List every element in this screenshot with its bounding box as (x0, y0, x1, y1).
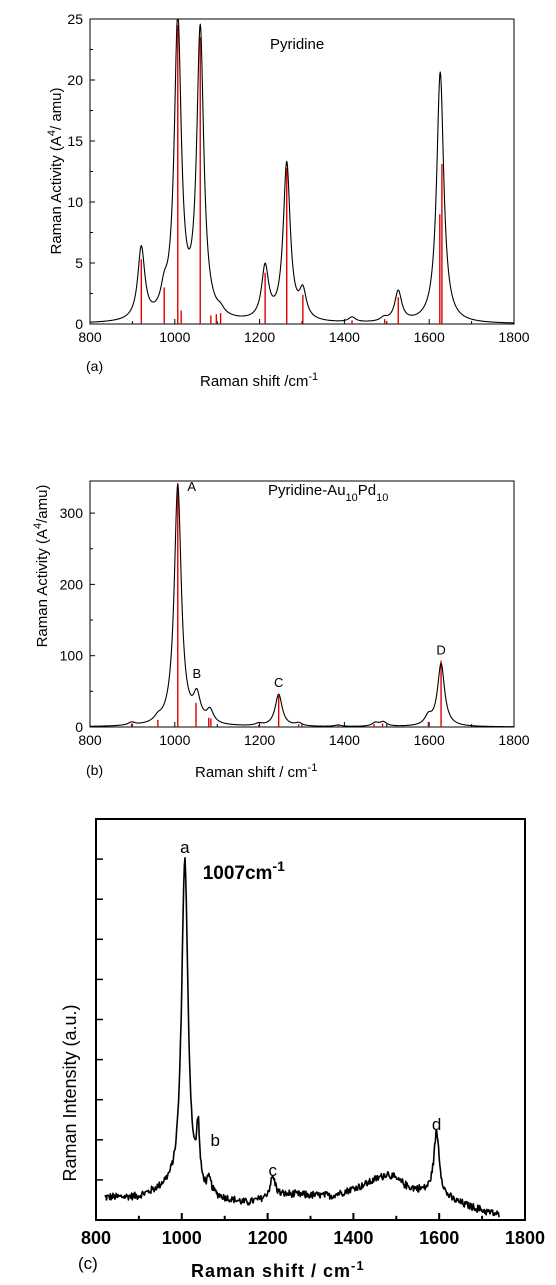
panel-c-experimental: (c) Raman shift / cm-1 Raman Intensity (… (60, 818, 545, 1282)
panel-a-xtick-label: 1800 (498, 329, 529, 345)
panel-b-xlabel: Raman shift / cm-1 (195, 762, 317, 781)
panel-b-title: Pyridine-Au10Pd10 (268, 482, 388, 504)
panel-b-xtick-label: 1400 (329, 732, 360, 748)
panel-a-xtick-label: 1400 (329, 329, 360, 345)
panel-c-ylabel: Raman Intensity (a.u.) (60, 1004, 80, 1181)
panel-b-pyridine-au10pd10: (b) Pyridine-Au10Pd10 Raman shift / cm-1… (32, 479, 530, 781)
panel-a-xlabel: Raman shift /cm-1 (200, 371, 318, 390)
panel-a-xtick-label: 1200 (244, 329, 275, 345)
panel-a-ytick-label: 10 (67, 194, 83, 210)
panel-a-plot-frame (89, 18, 515, 325)
panel-a-spectrum-line (89, 18, 515, 324)
panel-b-xtick-label: 800 (78, 732, 102, 748)
panel-a-ytick-label: 15 (67, 133, 83, 149)
panel-c-xtick-label: 1600 (419, 1228, 459, 1248)
panel-c-peak-label: a (180, 838, 190, 857)
panel-a-label: (a) (86, 358, 103, 374)
panel-b-xtick-label: 1600 (414, 732, 445, 748)
panel-c-peak-label: c (268, 1161, 277, 1180)
panel-c-xlabel: Raman shift / cm-1 (191, 1258, 365, 1282)
panel-b-label: (b) (86, 762, 103, 778)
panel-c-peak-label: b (211, 1131, 220, 1150)
panel-b-plot-frame (89, 480, 515, 728)
panel-b-xtick-label: 1000 (159, 732, 190, 748)
panel-b-peak-label: A (187, 479, 196, 494)
panel-a-title: Pyridine (270, 36, 324, 53)
panel-c-xtick-label: 1800 (505, 1228, 545, 1248)
panel-a-ylabel: Raman Activity (A4/ amu) (46, 87, 65, 254)
panel-a-xtick-label: 800 (78, 329, 102, 345)
panel-b-ytick-label: 100 (60, 648, 84, 664)
panel-a-ytick-label: 5 (75, 255, 83, 271)
panel-b-ytick-label: 300 (60, 505, 84, 521)
panel-c-peak-annotation: 1007cm-1 (203, 858, 285, 884)
panel-a-xtick-label: 1000 (159, 329, 190, 345)
panel-c-xtick-label: 1200 (248, 1228, 288, 1248)
panel-c-spectrum-line (104, 857, 500, 1218)
panel-b-ylabel: Raman Activity (A4/amu) (32, 485, 51, 648)
panel-a-xtick-label: 1600 (414, 329, 445, 345)
panel-b-ytick-label: 200 (60, 576, 84, 592)
panel-b-xtick-label: 1800 (498, 732, 529, 748)
panel-c-xtick-label: 1400 (333, 1228, 373, 1248)
panel-b-peak-label: B (193, 666, 202, 681)
panel-c-xtick-label: 800 (81, 1228, 111, 1248)
panel-b-xtick-label: 1200 (244, 732, 275, 748)
panel-a-ytick-label: 20 (67, 72, 83, 88)
panel-a-ytick-label: 0 (75, 316, 83, 332)
panel-b-spectrum-line (89, 483, 515, 728)
panel-a-pyridine: (a) Pyridine Raman shift /cm-1 Raman Act… (46, 11, 530, 390)
panel-c-peak-label: d (432, 1115, 441, 1134)
panel-a-ytick-label: 25 (67, 11, 83, 27)
panel-c-label: (c) (78, 1254, 98, 1273)
panel-b-peak-label: D (436, 643, 445, 658)
panel-b-ytick-label: 0 (75, 719, 83, 735)
panel-c-xtick-label: 1000 (162, 1228, 202, 1248)
panel-b-peak-label: C (274, 675, 283, 690)
panel-c-plot-frame (95, 818, 526, 1221)
